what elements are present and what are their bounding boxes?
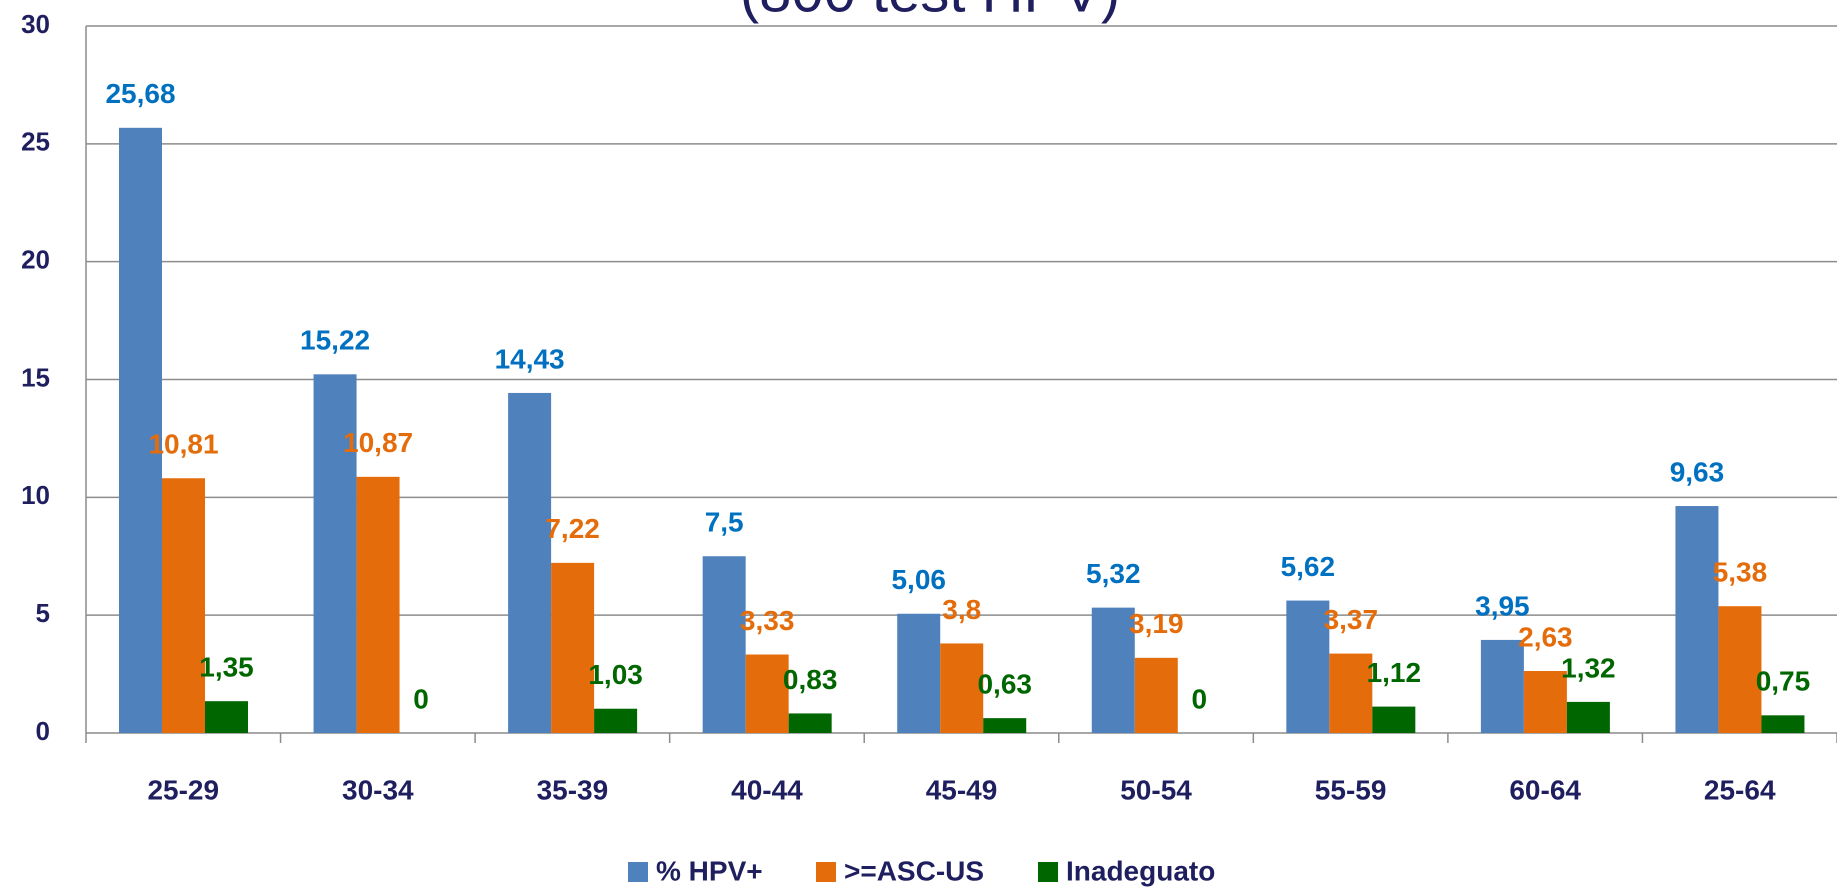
- y-tick-label: 10: [21, 480, 50, 510]
- y-tick-label: 0: [36, 716, 50, 746]
- data-label: 0,75: [1756, 666, 1811, 697]
- bar: [940, 643, 984, 733]
- bar: [1091, 607, 1135, 733]
- bar: [551, 562, 595, 733]
- x-tick-label: 30-34: [342, 774, 414, 805]
- bar: [1329, 653, 1373, 733]
- data-label: 10,87: [343, 427, 413, 458]
- data-label: 1,32: [1561, 652, 1616, 683]
- data-label: 15,22: [300, 325, 370, 356]
- bar: [205, 701, 248, 733]
- bar: [1566, 701, 1610, 733]
- data-label: 5,38: [1713, 557, 1768, 588]
- bar: [745, 654, 789, 733]
- data-label: 3,19: [1129, 608, 1184, 639]
- bar: [1480, 639, 1524, 733]
- x-tick-label: 55-59: [1315, 774, 1387, 805]
- x-tick-label: 25-29: [147, 774, 219, 805]
- bar: [119, 127, 162, 734]
- chart-title: (800 test HPV): [740, 0, 1120, 24]
- data-label: 3,95: [1475, 590, 1530, 621]
- y-tick-label: 25: [21, 127, 50, 157]
- y-tick-label: 30: [21, 9, 50, 39]
- x-tick-label: 40-44: [731, 774, 803, 805]
- bar: [1286, 600, 1330, 733]
- x-tick-label: 50-54: [1120, 774, 1192, 805]
- bar: [1675, 506, 1719, 733]
- data-label: 0: [413, 683, 429, 714]
- bar: [594, 708, 638, 733]
- data-label: 0: [1191, 683, 1207, 714]
- data-label: 9,63: [1670, 456, 1725, 487]
- y-tick-label: 5: [36, 598, 50, 628]
- bar: [1523, 671, 1567, 733]
- data-label: 14,43: [495, 343, 565, 374]
- data-label: 5,06: [891, 564, 946, 595]
- data-label: 3,8: [942, 594, 981, 625]
- x-tick-label: 45-49: [926, 774, 998, 805]
- data-label: 0,63: [977, 669, 1032, 700]
- bar: [508, 392, 552, 733]
- data-label: 1,03: [588, 659, 643, 690]
- bar: [897, 613, 941, 733]
- data-label: 5,62: [1281, 551, 1336, 582]
- legend-swatch: [816, 862, 836, 882]
- x-tick-label: 60-64: [1509, 774, 1581, 805]
- bar: [313, 374, 357, 733]
- bar: [1718, 606, 1762, 733]
- data-label: 1,12: [1367, 657, 1422, 688]
- data-label: 2,63: [1518, 621, 1573, 652]
- bar: [356, 476, 400, 733]
- data-label: 10,81: [148, 429, 218, 460]
- x-tick-label: 25-64: [1704, 774, 1776, 805]
- data-label: 3,37: [1324, 604, 1379, 635]
- legend-label: % HPV+: [656, 855, 763, 886]
- legend-swatch: [1038, 862, 1058, 882]
- data-label: 25,68: [105, 78, 175, 109]
- y-tick-label: 15: [21, 362, 50, 392]
- y-tick-label: 20: [21, 245, 50, 275]
- legend-swatch: [628, 862, 648, 882]
- bar: [162, 478, 205, 733]
- data-label: 1,35: [199, 652, 254, 683]
- data-label: 7,5: [705, 507, 744, 538]
- data-label: 5,32: [1086, 558, 1141, 589]
- bar: [1134, 657, 1178, 733]
- legend-label: Inadeguato: [1066, 855, 1215, 886]
- x-tick-label: 35-39: [537, 774, 609, 805]
- bar: [702, 556, 746, 733]
- data-label: 3,33: [740, 605, 795, 636]
- bar: [788, 713, 832, 733]
- data-label: 7,22: [545, 513, 600, 544]
- bar: [1372, 706, 1416, 733]
- data-label: 0,83: [783, 664, 838, 695]
- legend-label: >=ASC-US: [844, 855, 984, 886]
- bar: [983, 718, 1027, 733]
- bar: [1761, 715, 1805, 733]
